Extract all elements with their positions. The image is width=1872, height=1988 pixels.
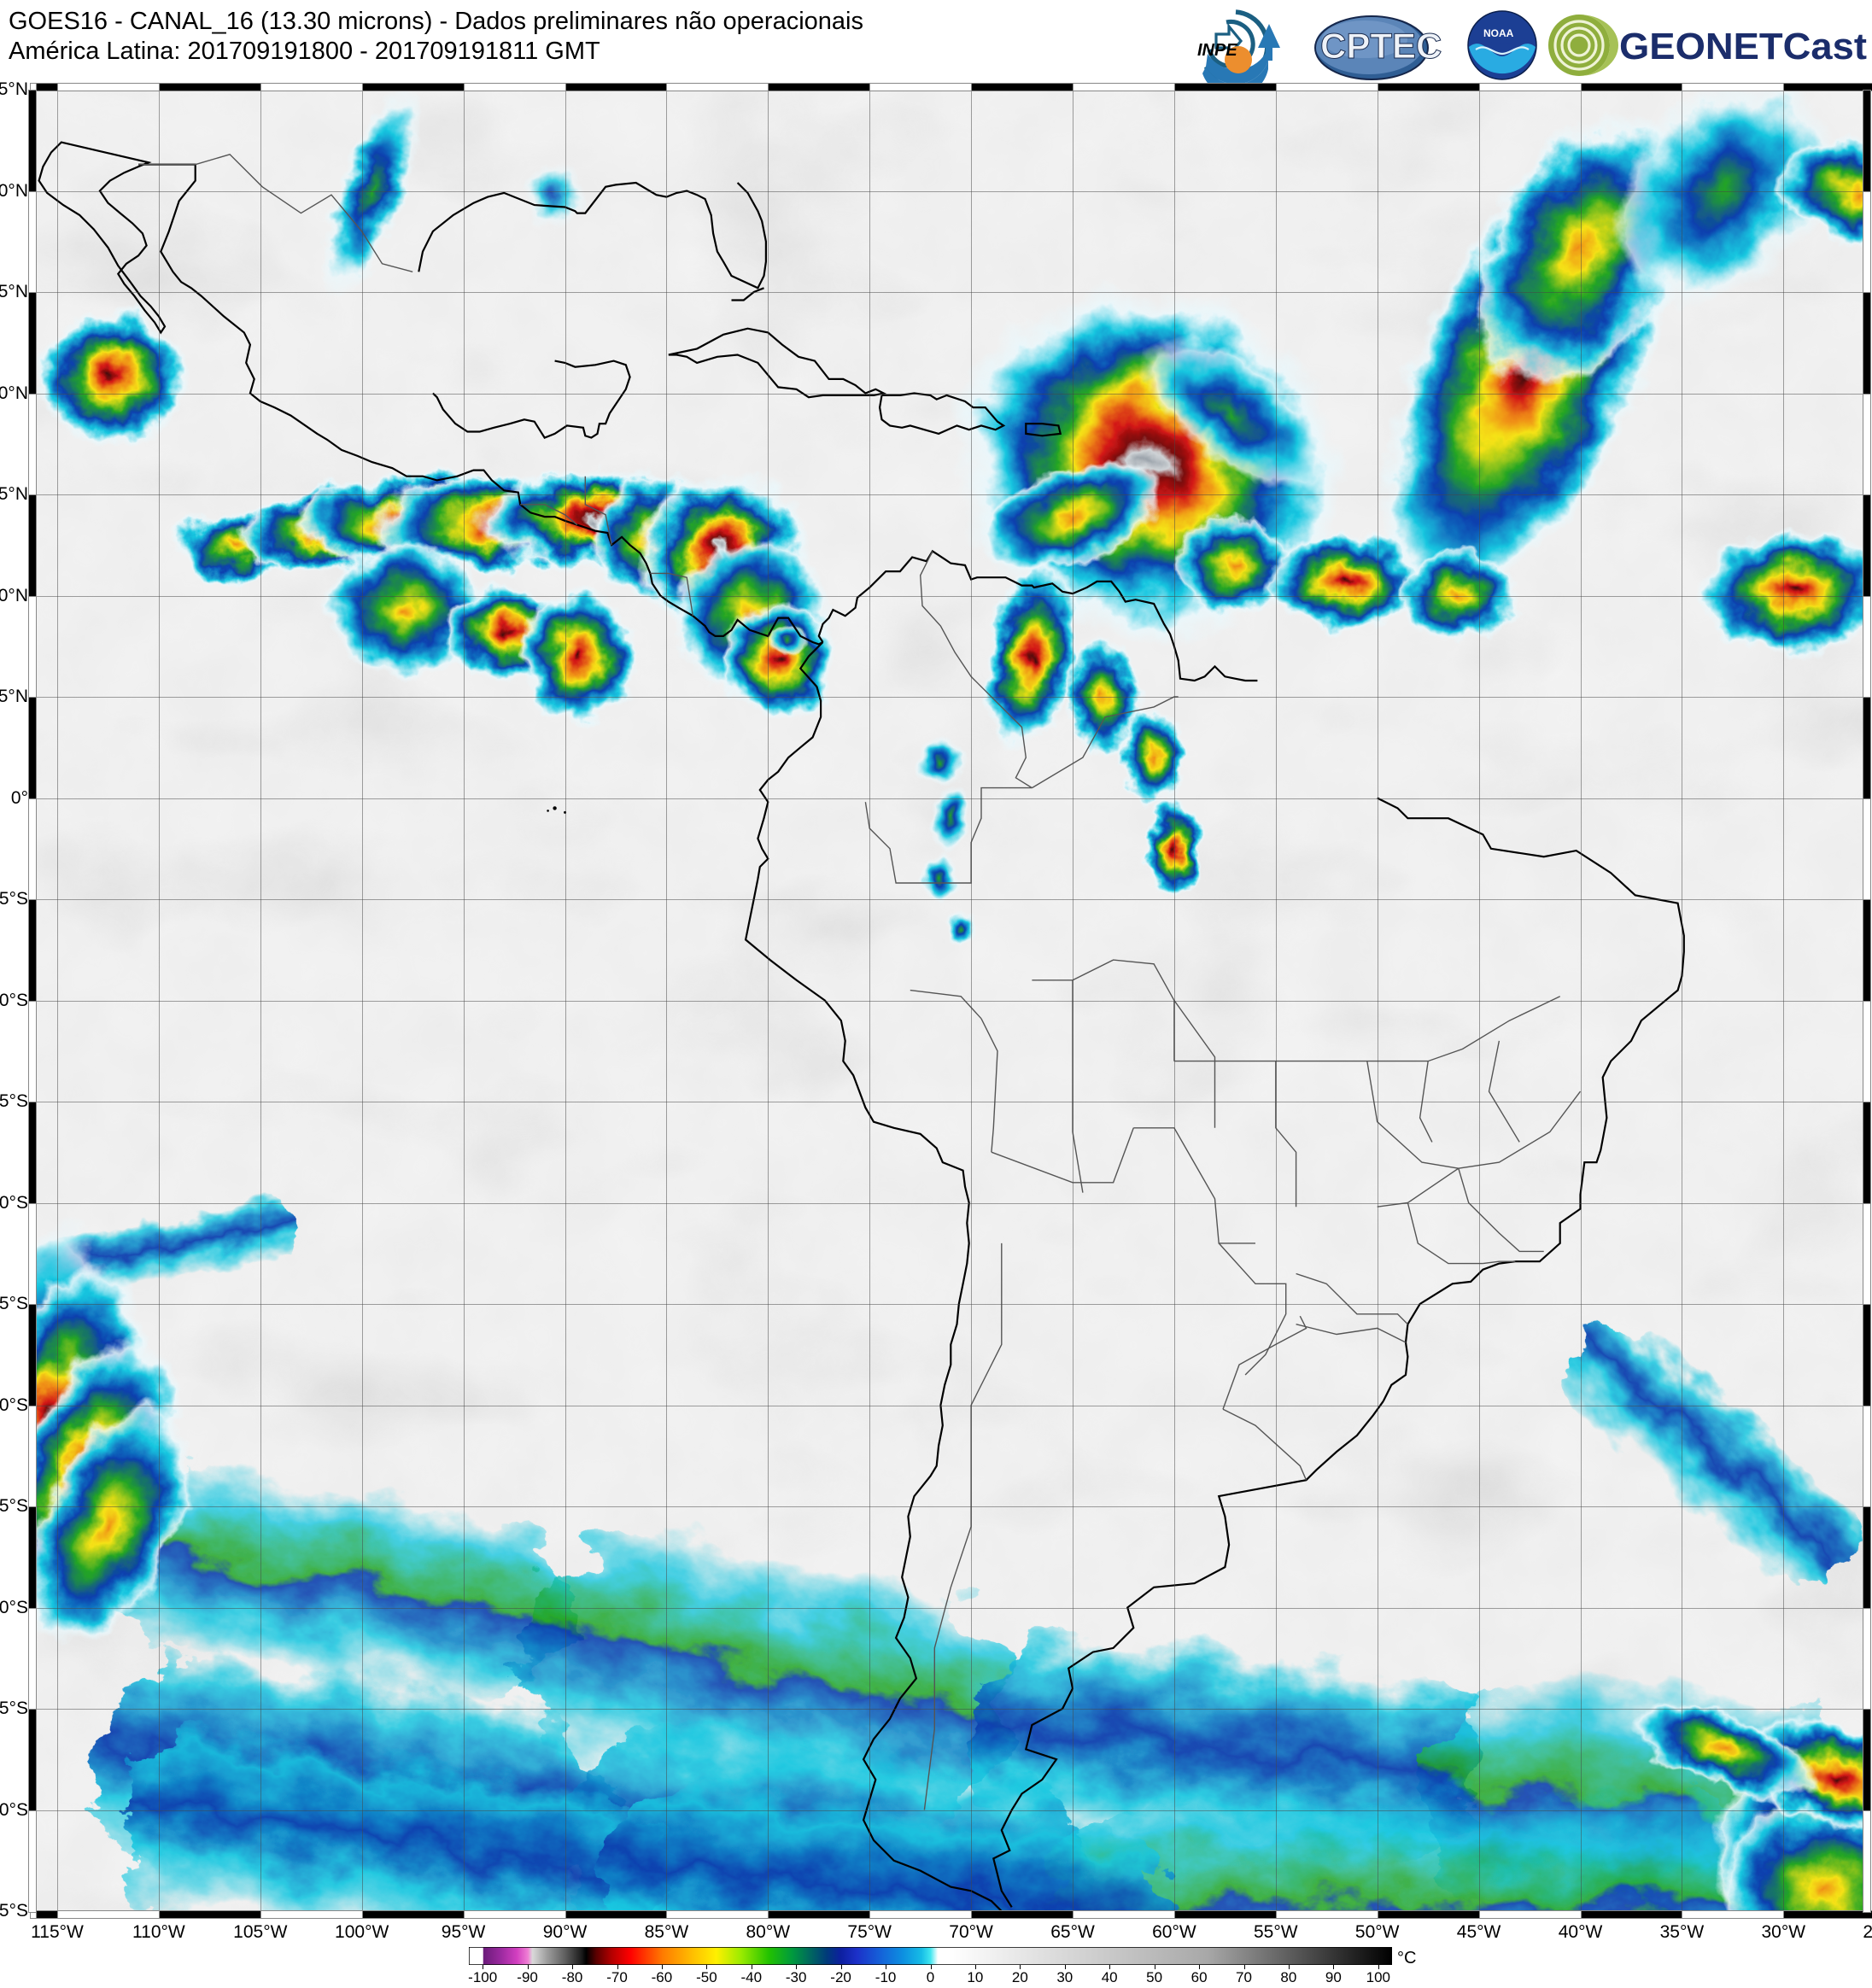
svg-text:NOAA: NOAA (1483, 27, 1514, 39)
svg-text:INPE: INPE (1197, 41, 1237, 60)
svg-text:CPTEC: CPTEC (1320, 26, 1442, 66)
svg-text:GEONETCast: GEONETCast (1619, 26, 1867, 67)
